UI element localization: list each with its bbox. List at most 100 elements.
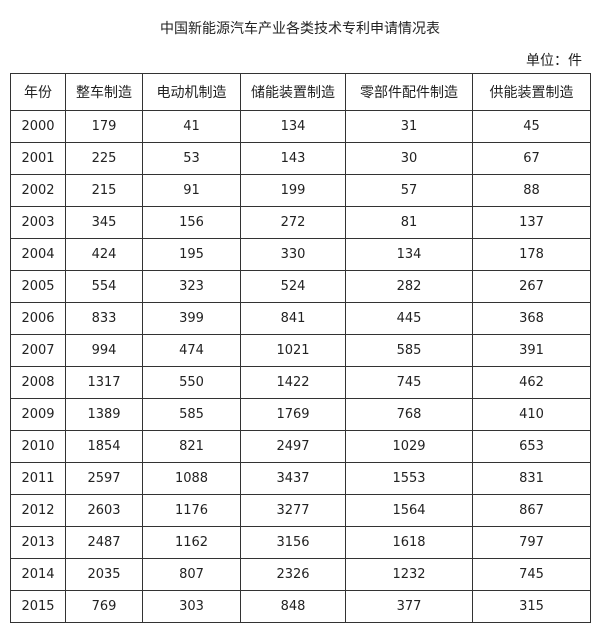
value-cell: 2035 [65, 558, 143, 591]
value-cell: 134 [345, 238, 473, 271]
value-cell: 848 [240, 590, 346, 623]
value-cell: 377 [345, 590, 473, 623]
value-cell: 195 [142, 238, 241, 271]
column-header: 供能装置制造 [472, 73, 591, 111]
value-cell: 745 [345, 366, 473, 399]
table-row: 2003 345 156 272 81 137 [10, 206, 591, 239]
table-row: 2012 2603 1176 3277 1564 867 [10, 494, 591, 527]
patent-table: 年份 整车制造 电动机制造 储能装置制造 零部件配件制造 供能装置制造 2000 179 41… [10, 73, 591, 623]
value-cell: 524 [240, 270, 346, 303]
value-cell: 994 [65, 334, 143, 367]
value-cell: 2603 [65, 494, 143, 527]
value-cell: 2326 [240, 558, 346, 591]
value-cell: 391 [472, 334, 591, 367]
year-cell: 2007 [10, 334, 66, 367]
value-cell: 1021 [240, 334, 346, 367]
value-cell: 156 [142, 206, 241, 239]
value-cell: 585 [345, 334, 473, 367]
value-cell: 323 [142, 270, 241, 303]
table-row: 2006 833 399 841 445 368 [10, 302, 591, 335]
header-row: 年份 整车制造 电动机制造 储能装置制造 零部件配件制造 供能装置制造 [10, 73, 591, 111]
value-cell: 303 [142, 590, 241, 623]
table-row: 2004 424 195 330 134 178 [10, 238, 591, 271]
table-row: 2000 179 41 134 31 45 [10, 110, 591, 143]
value-cell: 91 [142, 174, 241, 207]
table-row: 2002 215 91 199 57 88 [10, 174, 591, 207]
value-cell: 2487 [65, 526, 143, 559]
value-cell: 841 [240, 302, 346, 335]
value-cell: 1422 [240, 366, 346, 399]
table-row: 2008 1317 550 1422 745 462 [10, 366, 591, 399]
year-cell: 2005 [10, 270, 66, 303]
year-cell: 2009 [10, 398, 66, 431]
value-cell: 57 [345, 174, 473, 207]
value-cell: 178 [472, 238, 591, 271]
value-cell: 462 [472, 366, 591, 399]
table-row: 2014 2035 807 2326 1232 745 [10, 558, 591, 591]
value-cell: 410 [472, 398, 591, 431]
value-cell: 1854 [65, 430, 143, 463]
value-cell: 368 [472, 302, 591, 335]
value-cell: 282 [345, 270, 473, 303]
value-cell: 134 [240, 110, 346, 143]
value-cell: 3437 [240, 462, 346, 495]
value-cell: 445 [345, 302, 473, 335]
value-cell: 330 [240, 238, 346, 271]
value-cell: 143 [240, 142, 346, 175]
value-cell: 424 [65, 238, 143, 271]
value-cell: 1553 [345, 462, 473, 495]
year-cell: 2015 [10, 590, 66, 623]
value-cell: 179 [65, 110, 143, 143]
value-cell: 867 [472, 494, 591, 527]
year-cell: 2010 [10, 430, 66, 463]
year-cell: 2006 [10, 302, 66, 335]
value-cell: 768 [345, 398, 473, 431]
table-row: 2007 994 474 1021 585 391 [10, 334, 591, 367]
value-cell: 550 [142, 366, 241, 399]
value-cell: 807 [142, 558, 241, 591]
value-cell: 585 [142, 398, 241, 431]
table-row: 2001 225 53 143 30 67 [10, 142, 591, 175]
value-cell: 745 [472, 558, 591, 591]
year-cell: 2001 [10, 142, 66, 175]
value-cell: 1029 [345, 430, 473, 463]
year-cell: 2000 [10, 110, 66, 143]
column-header: 整车制造 [65, 73, 143, 111]
year-cell: 2014 [10, 558, 66, 591]
value-cell: 653 [472, 430, 591, 463]
value-cell: 474 [142, 334, 241, 367]
value-cell: 797 [472, 526, 591, 559]
table-row: 2011 2597 1088 3437 1553 831 [10, 462, 591, 495]
column-header: 年份 [10, 73, 66, 111]
year-cell: 2008 [10, 366, 66, 399]
column-header: 电动机制造 [142, 73, 241, 111]
year-cell: 2002 [10, 174, 66, 207]
value-cell: 2497 [240, 430, 346, 463]
value-cell: 41 [142, 110, 241, 143]
value-cell: 67 [472, 142, 591, 175]
table-row: 2005 554 323 524 282 267 [10, 270, 591, 303]
year-cell: 2013 [10, 526, 66, 559]
year-cell: 2004 [10, 238, 66, 271]
value-cell: 554 [65, 270, 143, 303]
value-cell: 272 [240, 206, 346, 239]
value-cell: 1176 [142, 494, 241, 527]
value-cell: 1088 [142, 462, 241, 495]
column-header: 零部件配件制造 [345, 73, 473, 111]
value-cell: 267 [472, 270, 591, 303]
column-header: 储能装置制造 [240, 73, 346, 111]
value-cell: 215 [65, 174, 143, 207]
value-cell: 3156 [240, 526, 346, 559]
value-cell: 821 [142, 430, 241, 463]
value-cell: 30 [345, 142, 473, 175]
year-cell: 2012 [10, 494, 66, 527]
value-cell: 1564 [345, 494, 473, 527]
value-cell: 3277 [240, 494, 346, 527]
value-cell: 1769 [240, 398, 346, 431]
value-cell: 1232 [345, 558, 473, 591]
value-cell: 88 [472, 174, 591, 207]
value-cell: 225 [65, 142, 143, 175]
value-cell: 31 [345, 110, 473, 143]
table-row: 2015 769 303 848 377 315 [10, 590, 591, 623]
unit-label: 单位：件 [526, 53, 582, 69]
